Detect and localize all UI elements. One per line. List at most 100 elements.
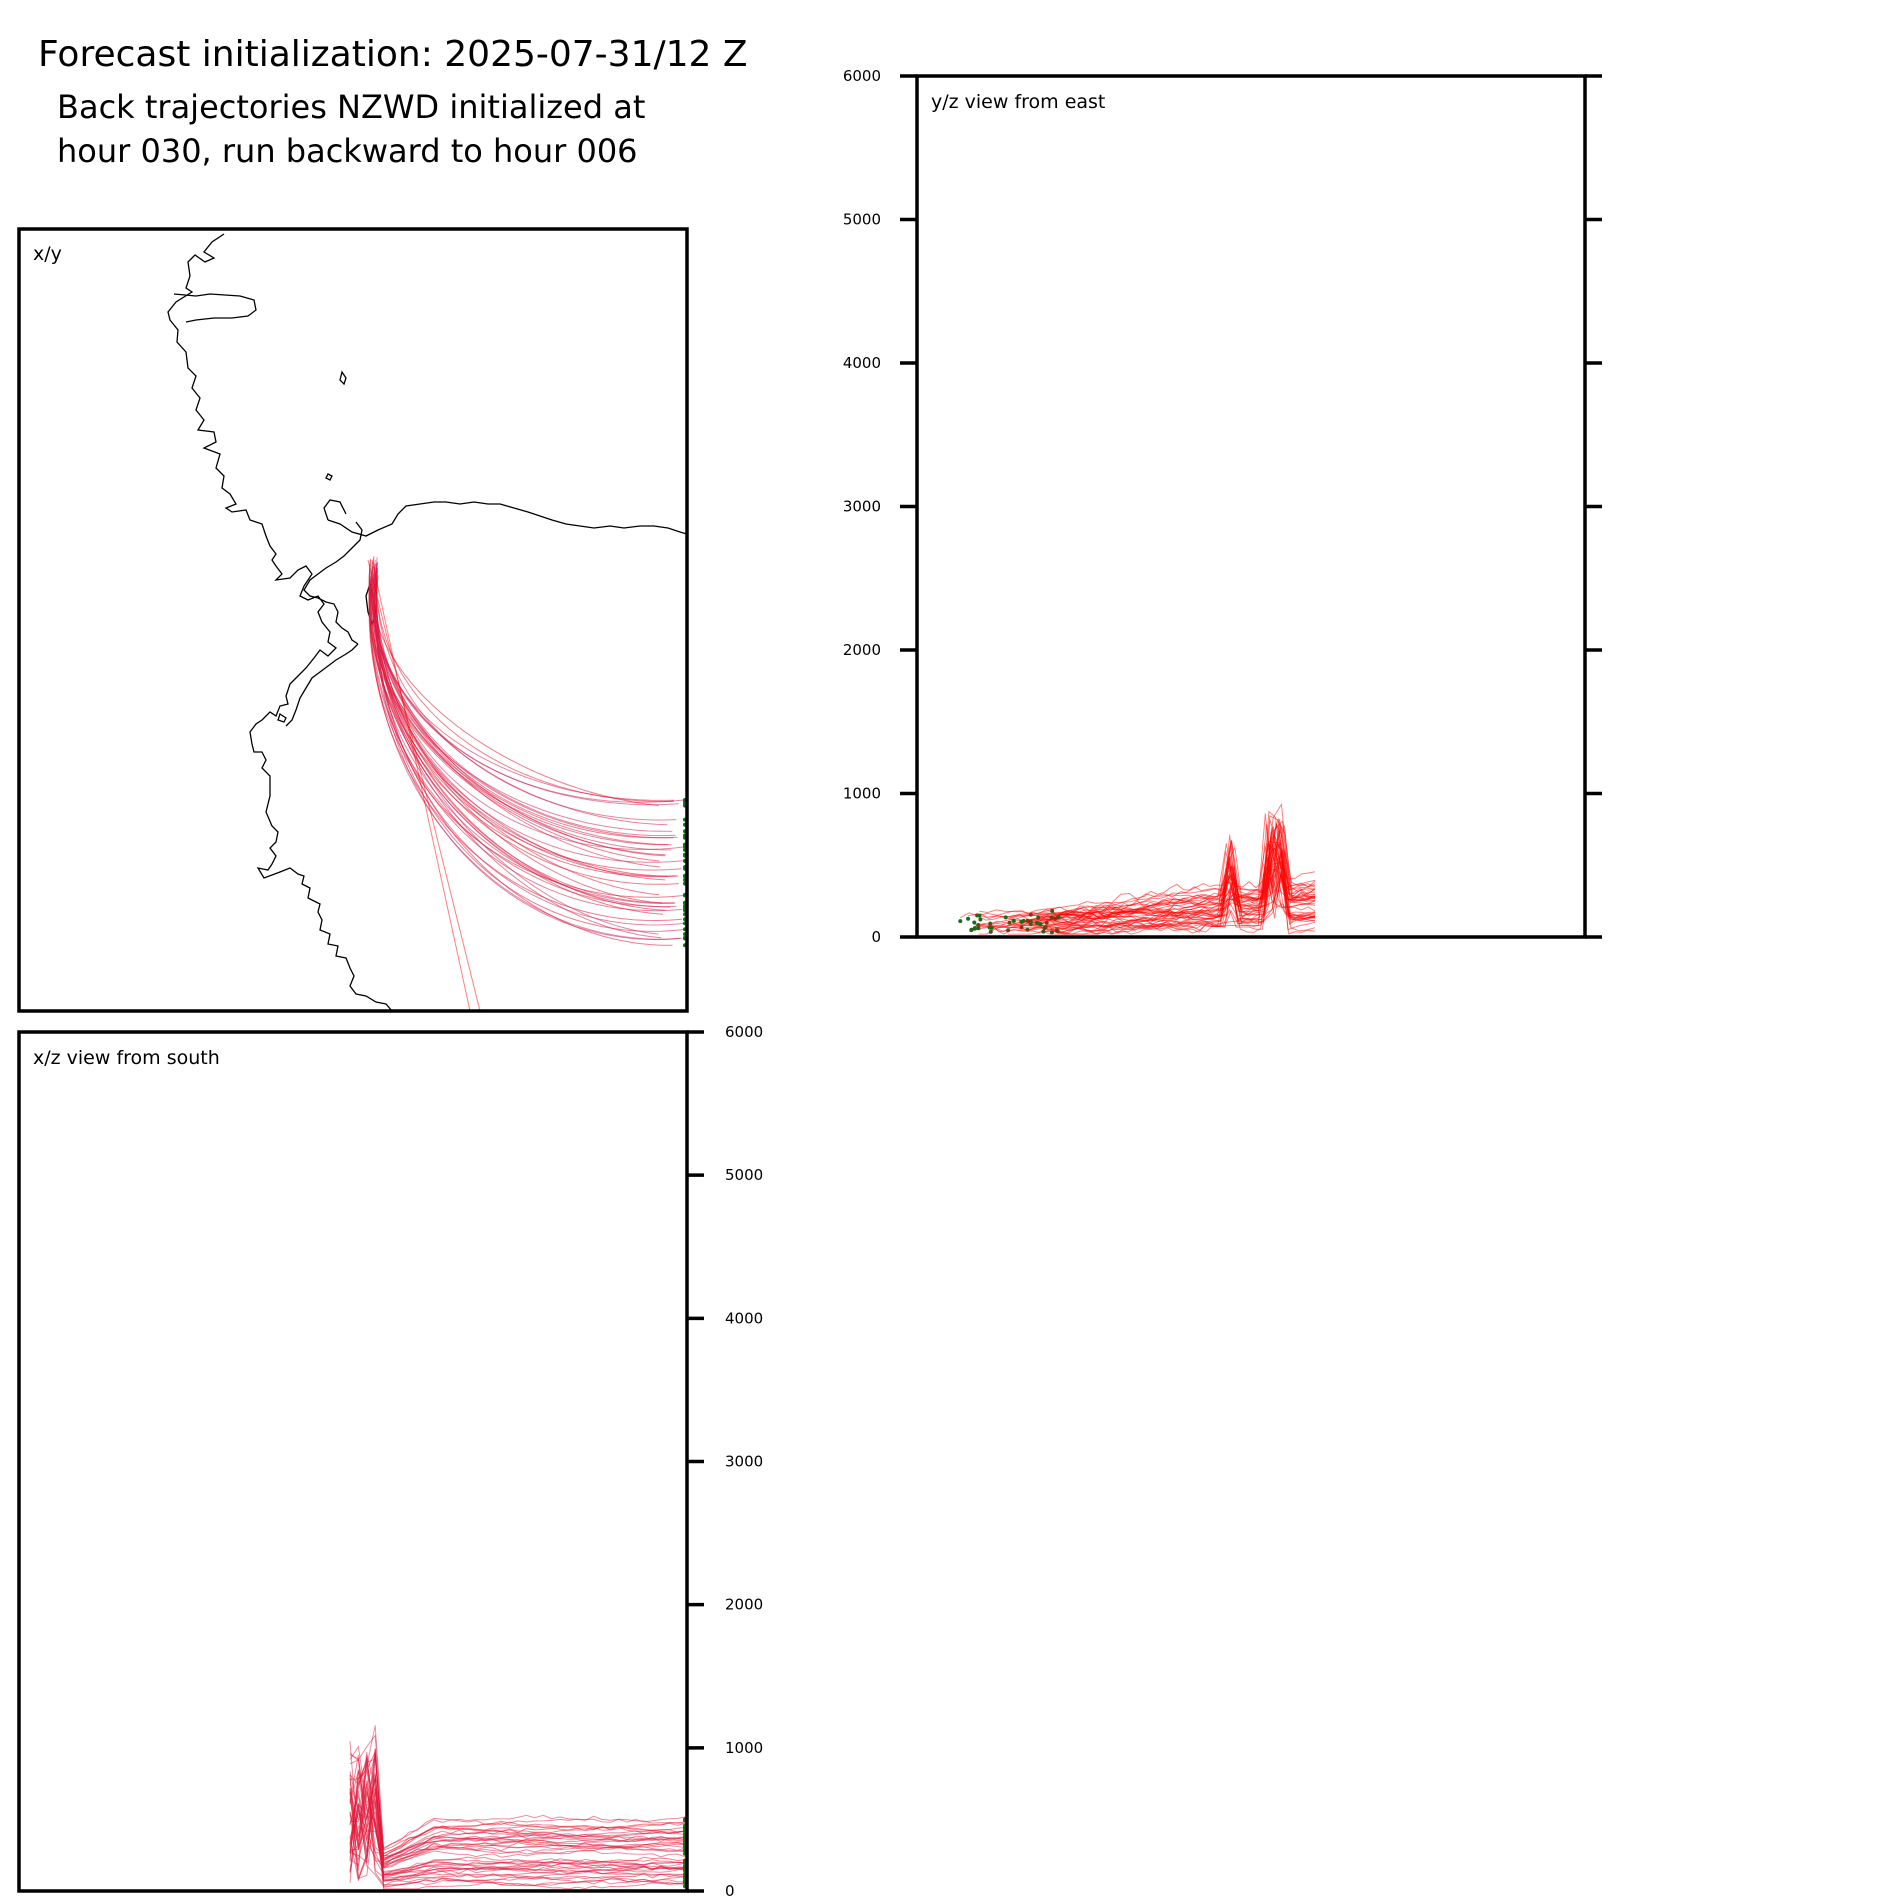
trajectory-xz-43	[349, 1777, 687, 1861]
panel-xz: 0 1000 2000 3000 4000 5000 6000 x/z view from …	[17, 1023, 763, 1900]
trajectory-xy-21	[370, 578, 675, 801]
trajectory-yz-endpoint-26	[969, 928, 974, 933]
ytick-label-4: 4000	[725, 1309, 763, 1327]
trajectory-yz-37	[1005, 842, 1316, 921]
trajectory-xz-38	[349, 1759, 687, 1874]
ytick-label-1: 1000	[725, 1739, 763, 1757]
ytick-label-5: 5000	[843, 211, 881, 229]
panel-yz-yaxis: 0 1000 2000 3000 4000 5000 6000	[843, 67, 1602, 946]
trajectory-xy-38	[369, 577, 672, 846]
trajectory-xy-south-1	[367, 559, 481, 1011]
trajectory-xz-12	[349, 1803, 687, 1868]
trajectory-xz-37	[349, 1775, 687, 1850]
trajectory-yz-endpoint-33	[1038, 922, 1043, 927]
coastline	[167, 233, 687, 1011]
trajectory-yz-endpoint-37	[1003, 915, 1008, 920]
trajectory-xz-31	[349, 1758, 687, 1867]
coastline-west	[167, 233, 393, 1011]
ytick-label-1: 1000	[843, 785, 881, 803]
trajectory-yz-endpoint-15	[966, 916, 971, 921]
trajectories-xz	[349, 1725, 687, 1890]
trajectory-xy-27	[368, 559, 671, 908]
trajectory-xy-28	[375, 557, 677, 821]
trajectory-xy-15	[371, 565, 674, 839]
ytick-label-5: 5000	[725, 1166, 763, 1184]
panel-xy-frame	[17, 227, 689, 1013]
trajectory-yz-endpoint-36	[972, 920, 977, 925]
trajectories-yz	[958, 802, 1316, 935]
ytick-label-6: 6000	[725, 1023, 763, 1041]
trajectory-xy-37	[371, 578, 679, 878]
coastline-inlet	[285, 499, 363, 727]
trajectory-xy-8	[368, 564, 683, 912]
trajectory-yz-endpoint-38	[1035, 921, 1040, 926]
trajectory-yz-endpoint-39	[978, 917, 983, 922]
panel-yz: 0 1000 2000 3000 4000 5000 6000 y/z view from …	[843, 67, 1602, 946]
trajectory-yz-39	[980, 826, 1316, 920]
trajectory-xy-2	[374, 563, 675, 904]
coastline-island-2	[325, 473, 333, 481]
trajectory-yz-endpoint-34	[989, 926, 994, 930]
trajectories-xy	[367, 556, 687, 1011]
trajectory-xy-25	[373, 563, 673, 946]
panel-yz-frame	[915, 74, 1587, 939]
panel-yz-label: y/z view from east	[931, 91, 1105, 113]
trajectory-xy-42	[368, 559, 659, 807]
trajectory-xz-28	[349, 1790, 687, 1858]
trajectory-xy-34	[373, 560, 662, 939]
trajectory-xz-35	[349, 1788, 687, 1882]
panel-xz-yaxis: 0 1000 2000 3000 4000 5000 6000	[687, 1023, 763, 1900]
ytick-label-3: 3000	[843, 498, 881, 516]
coastline-south	[327, 501, 687, 537]
trajectory-yz-endpoint-40	[972, 926, 977, 931]
trajectory-xz-42	[349, 1774, 687, 1878]
coastline-island-1	[339, 370, 347, 386]
trajectory-xz-0	[349, 1769, 687, 1877]
trajectory-yz-36	[974, 843, 1316, 931]
trajectory-yz-endpoint-21	[977, 913, 982, 918]
figure-title: Forecast initialization: 2025-07-31/12 Z	[38, 34, 748, 75]
trajectory-xz-29	[349, 1825, 687, 1874]
trajectory-yz-endpoint-43	[1019, 919, 1024, 924]
trajectory-xy-12	[373, 562, 672, 851]
trajectory-xz-34	[349, 1757, 687, 1883]
ytick-label-3: 3000	[725, 1453, 763, 1471]
trajectory-xy-7	[370, 584, 669, 846]
ytick-label-2: 2000	[843, 641, 881, 659]
trajectory-xz-33	[349, 1776, 687, 1875]
trajectory-xz-13	[349, 1734, 687, 1851]
figure-subtitle-line1: Back trajectories NZWD initialized at	[57, 88, 645, 126]
trajectory-xy-29	[375, 578, 686, 932]
trajectory-xz-2	[349, 1741, 687, 1855]
trajectory-xy-0	[370, 562, 684, 803]
trajectory-xz-3	[349, 1770, 687, 1887]
trajectory-xy-24	[368, 582, 684, 898]
trajectory-yz-endpoint-20	[958, 919, 963, 924]
trajectory-xy-43	[375, 561, 674, 803]
trajectory-xy-39	[371, 558, 676, 837]
ytick-label-0: 0	[871, 928, 881, 946]
trajectory-yz-43	[1021, 818, 1316, 927]
coastline-peninsula	[173, 293, 257, 323]
ytick-label-4: 4000	[843, 354, 881, 372]
trajectory-yz-42	[978, 879, 1316, 935]
trajectory-yz-25	[971, 871, 1316, 932]
trajectory-xy-30	[375, 567, 678, 839]
ytick-label-6: 6000	[843, 67, 881, 85]
figure-subtitle-line2: hour 030, run backward to hour 006	[57, 132, 638, 170]
trajectory-yz-41	[1058, 819, 1316, 920]
trajectory-xz-39	[349, 1725, 687, 1849]
ytick-label-2: 2000	[725, 1596, 763, 1614]
trajectory-xy-south-0	[371, 559, 471, 1011]
ytick-label-0: 0	[725, 1882, 735, 1900]
panel-xy: x/y	[17, 227, 689, 1013]
coastline-island-3	[277, 712, 287, 723]
trajectory-xy-11	[370, 566, 668, 826]
panel-xz-label: x/z view from south	[33, 1047, 220, 1069]
trajectory-yz-endpoint-42	[976, 926, 981, 931]
trajectory-yz-26	[971, 856, 1316, 934]
trajectory-xz-36	[349, 1780, 687, 1878]
trajectory-xy-41	[373, 577, 679, 806]
trajectory-xz-24	[349, 1777, 687, 1868]
